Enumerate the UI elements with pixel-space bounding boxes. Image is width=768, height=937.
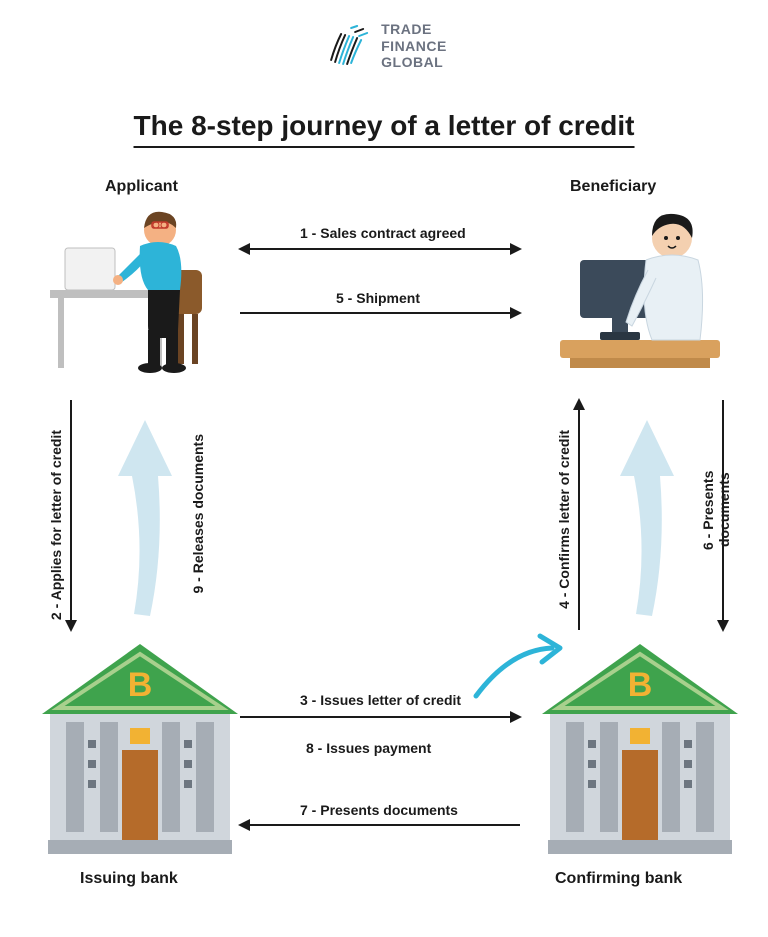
arrow-step-3 (240, 716, 520, 718)
step-6-label: 6 - Presents documents (700, 440, 732, 580)
step-2-label: 2 - Applies for letter of credit (48, 430, 64, 620)
arrow-step-5 (240, 312, 520, 314)
step-7-label: 7 - Presents documents (300, 802, 458, 818)
logo-line-2: FINANCE (381, 38, 447, 55)
node-beneficiary-label: Beneficiary (570, 178, 656, 196)
logo-swirl-icon (321, 20, 373, 72)
fat-arrow-right (612, 420, 682, 620)
node-issuing-label: Issuing bank (80, 870, 178, 888)
node-confirming-label: Confirming bank (555, 870, 682, 888)
svg-text:B: B (128, 666, 153, 704)
fat-arrow-left (110, 420, 180, 620)
step-8-label: 8 - Issues payment (306, 740, 431, 756)
arrow-step-7 (240, 824, 520, 826)
logo: TRADE FINANCE GLOBAL (321, 20, 447, 72)
arrow-step-1 (240, 248, 520, 250)
page-title: The 8-step journey of a letter of credit (134, 110, 635, 148)
step-3-label: 3 - Issues letter of credit (300, 692, 461, 708)
step-1-label: 1 - Sales contract agreed (300, 225, 466, 241)
logo-line-3: GLOBAL (381, 54, 447, 71)
step-5-label: 5 - Shipment (336, 290, 420, 306)
issuing-bank-illustration: B (30, 640, 250, 860)
step-9-label: 9 - Releases documents (190, 434, 206, 594)
swoosh-arrow-icon (470, 630, 570, 710)
node-applicant-label: Applicant (105, 178, 178, 196)
beneficiary-illustration (540, 200, 740, 390)
logo-line-1: TRADE (381, 21, 447, 38)
arrow-step-4 (578, 400, 580, 630)
step-4-label: 4 - Confirms letter of credit (556, 430, 572, 609)
arrow-step-2 (70, 400, 72, 630)
applicant-illustration (40, 200, 230, 380)
svg-text:B: B (628, 666, 653, 704)
